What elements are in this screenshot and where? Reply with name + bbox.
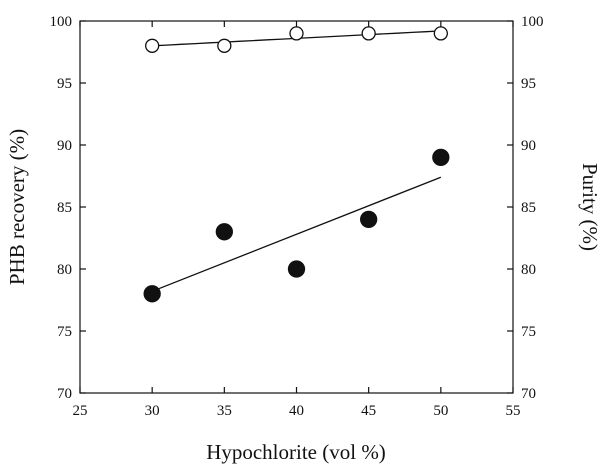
y-tick-label: 100	[50, 14, 73, 30]
filled-circle-point	[432, 148, 450, 167]
open-circle-point	[433, 26, 448, 41]
plot-frame	[79, 20, 514, 394]
x-tick-label: 30	[145, 403, 160, 419]
x-tick-label: 50	[433, 403, 448, 419]
y2-tick-label: 80	[521, 262, 536, 278]
open-circle-point	[289, 26, 304, 41]
y-tick-label: 85	[57, 200, 72, 216]
y-tick-labels: 70 75 80 85 90 95 100	[50, 14, 73, 402]
x-tick-label: 40	[289, 403, 304, 419]
trendlines	[151, 30, 442, 292]
open-circle-point	[361, 26, 376, 41]
open-circle-point	[217, 38, 232, 53]
y2-tick-labels: 70 75 80 85 90 95 100	[521, 14, 544, 402]
filled-circle-point	[360, 210, 378, 229]
y2-tick-label: 70	[521, 386, 536, 402]
y-tick-label: 75	[57, 324, 72, 340]
y-tick-label: 70	[57, 386, 72, 402]
filled-circle-point	[215, 223, 233, 241]
filled-circle-point	[143, 285, 161, 303]
y-tick-label: 90	[57, 138, 72, 154]
y-tick-label: 95	[57, 76, 72, 92]
data-points	[143, 26, 450, 303]
x-tick-label: 55	[506, 403, 521, 419]
y2-axis-title: Purity (%)	[578, 163, 601, 251]
x-tick-label: 35	[217, 403, 232, 419]
y2-tick-label: 85	[521, 200, 536, 216]
y2-tick-label: 95	[521, 76, 536, 92]
x-tick-label: 25	[73, 403, 88, 419]
y2-tick-label: 75	[521, 324, 536, 340]
axis-ticks	[79, 20, 514, 394]
y-tick-label: 80	[57, 262, 72, 278]
x-tick-label: 45	[361, 403, 376, 419]
open-circle-point	[145, 38, 160, 53]
y2-tick-label: 90	[521, 138, 536, 154]
x-axis-title: Hypochlorite (vol %)	[206, 440, 386, 464]
y2-tick-label: 100	[521, 14, 544, 30]
x-tick-labels: 25 30 35 40 45 50 55	[73, 403, 521, 419]
filled-circle-point	[287, 260, 306, 278]
trendline-series-1	[151, 176, 442, 292]
y-axis-title: PHB recovery (%)	[5, 129, 29, 285]
